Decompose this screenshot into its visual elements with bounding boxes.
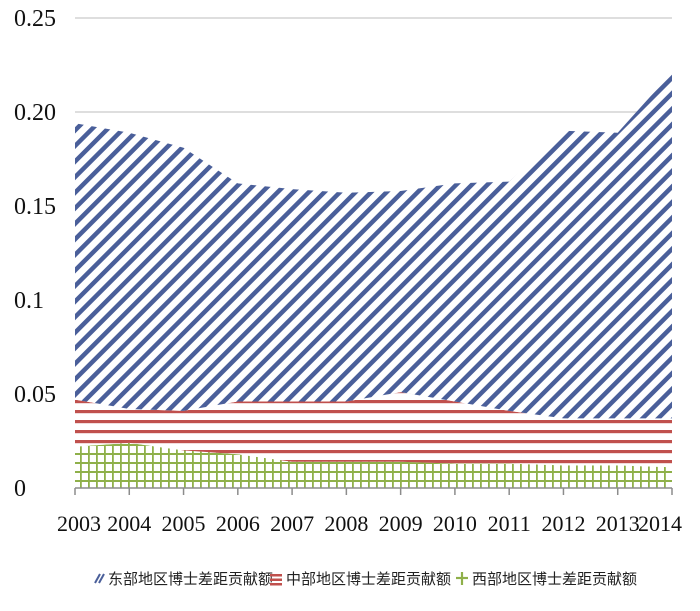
legend: 东部地区博士差距贡献额 中部地区博士差距贡献额 西部地区博士差距贡献额 (94, 570, 637, 588)
x-tick-label: 2010 (433, 511, 477, 536)
legend-item-central: 中部地区博士差距贡献额 (270, 570, 451, 588)
y-tick-label: 0.15 (14, 194, 56, 220)
y-tick-label: 0.1 (14, 288, 44, 314)
x-tick-label: 2011 (488, 511, 531, 536)
y-tick-label: 0 (14, 476, 26, 502)
x-tick-label: 2009 (379, 511, 423, 536)
central-area (75, 392, 672, 468)
axes (74, 487, 673, 495)
x-tick-label: 2014 (638, 511, 682, 536)
x-tick-label: 2006 (216, 511, 260, 536)
legend-item-east: 东部地区博士差距贡献额 (94, 570, 273, 588)
x-tick-label: 2004 (107, 511, 151, 536)
x-tick-label: 2007 (270, 511, 314, 536)
area-series-group (75, 72, 672, 488)
x-axis-tick-labels: 2003 2004 2005 2006 2007 2008 2009 2010 … (57, 511, 682, 536)
y-tick-label: 0.25 (14, 6, 56, 32)
plus-icon (456, 572, 468, 585)
legend-label-central: 中部地区博士差距贡献额 (286, 570, 451, 588)
diagonal-stripes-icon (94, 573, 105, 584)
x-tick-label: 2003 (57, 511, 101, 536)
legend-label-west: 西部地区博士差距贡献额 (472, 570, 637, 588)
x-tick-label: 2012 (541, 511, 585, 536)
y-tick-label: 0.20 (14, 100, 56, 126)
x-tick-label: 2005 (162, 511, 206, 536)
legend-label-east: 东部地区博士差距贡献额 (108, 570, 273, 588)
east-area (75, 72, 672, 419)
west-area (75, 442, 672, 488)
x-tick-label: 2008 (324, 511, 368, 536)
horizontal-stripes-icon (270, 574, 282, 586)
y-tick-label: 0.05 (14, 382, 56, 408)
x-tick-label: 2013 (596, 511, 640, 536)
y-axis-tick-labels: 0 0.05 0.1 0.15 0.20 0.25 (14, 6, 56, 502)
legend-item-west: 西部地区博士差距贡献额 (456, 570, 637, 588)
